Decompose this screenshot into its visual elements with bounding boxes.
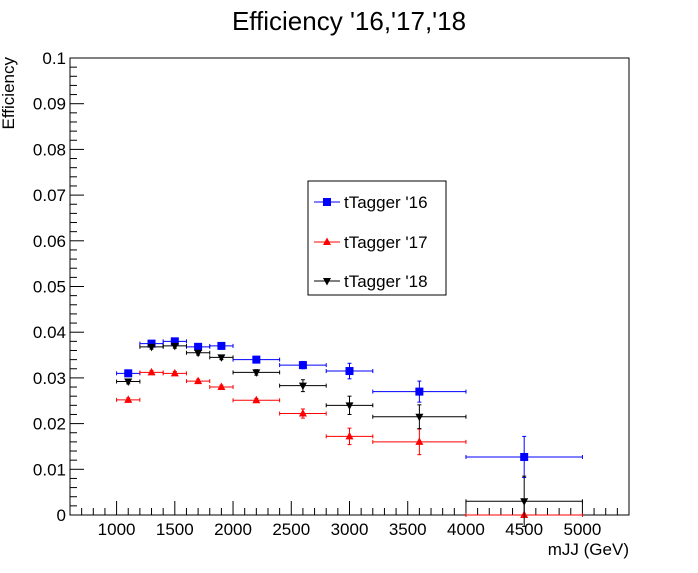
x-axis-ticks: 1000 1500 2000 2500 3000 3500 4000 4500 5000: [69, 501, 630, 539]
data-point: [279, 408, 327, 419]
x-tick-label: 5000: [564, 520, 602, 539]
data-series: [116, 337, 583, 527]
y-tick-label: 0.04: [33, 323, 66, 342]
legend-label: tTagger '16: [344, 193, 428, 212]
series-3: [116, 342, 583, 527]
data-marker: [298, 382, 307, 391]
data-marker: [147, 339, 156, 348]
data-marker: [124, 369, 133, 378]
data-point: [279, 360, 327, 370]
data-point: [232, 395, 281, 404]
data-marker: [252, 395, 261, 404]
x-tick-label: 1000: [98, 520, 136, 539]
legend-marker: [323, 278, 331, 286]
data-marker: [194, 349, 203, 358]
data-marker: [252, 355, 261, 364]
legend: tTagger '16 tTagger '17 tTagger '18: [307, 180, 447, 296]
data-marker: [345, 431, 354, 440]
y-axis-label: Efficiency: [0, 57, 18, 130]
y-tick-label: 0.09: [33, 95, 66, 114]
legend-entry: tTagger '18: [314, 272, 428, 291]
series-2: [116, 367, 583, 518]
data-point: [372, 380, 467, 403]
legend-label: tTagger '17: [344, 233, 428, 252]
y-tick-label: 0.02: [33, 415, 66, 434]
x-tick-label: 4500: [505, 520, 543, 539]
data-point: [162, 368, 187, 377]
data-point: [116, 378, 141, 387]
y-axis-ticks: 0 0.01 0.02 0.03 0.04 0.05 0.06 0.07 0.08 0.09 0.1: [33, 49, 84, 525]
data-marker: [345, 402, 354, 410]
data-point: [209, 341, 234, 350]
data-marker: [170, 342, 179, 351]
data-marker: [217, 382, 226, 391]
data-marker: [147, 367, 156, 376]
data-marker: [217, 354, 226, 362]
data-marker: [170, 368, 179, 377]
x-tick-label: 1500: [156, 520, 194, 539]
legend-marker: [323, 237, 331, 245]
data-marker: [194, 376, 203, 385]
data-marker: [345, 367, 354, 376]
data-point: [325, 427, 374, 446]
x-axis-label: mJJ (GeV): [548, 540, 629, 559]
data-marker: [217, 341, 226, 350]
data-point: [139, 343, 164, 352]
legend-entry: tTagger '17: [314, 233, 428, 252]
y-tick-label: 0.07: [33, 186, 66, 205]
data-marker: [298, 409, 307, 417]
y-tick-label: 0.01: [33, 460, 66, 479]
data-point: [209, 382, 234, 391]
data-point: [325, 395, 374, 415]
data-marker: [298, 361, 307, 370]
y-tick-label: 0.03: [33, 369, 66, 388]
legend-marker: [323, 198, 331, 206]
data-marker: [252, 369, 261, 377]
data-point: [465, 475, 583, 527]
data-marker: [194, 342, 203, 351]
y-tick-label: 0.1: [42, 49, 66, 68]
data-point: [139, 367, 164, 376]
data-marker: [124, 378, 133, 387]
data-marker: [520, 498, 529, 506]
data-marker: [170, 337, 179, 346]
data-point: [325, 362, 374, 380]
y-tick-label: 0.05: [33, 278, 66, 297]
data-point: [279, 379, 327, 393]
legend-entry: tTagger '16: [314, 193, 428, 212]
y-tick-label: 0.08: [33, 140, 66, 159]
data-marker: [147, 343, 156, 352]
chart-title: Efficiency '16,'17,'18: [232, 6, 466, 36]
data-point: [116, 395, 141, 403]
data-point: [185, 349, 211, 358]
data-marker: [124, 395, 133, 403]
data-point: [372, 404, 467, 430]
x-tick-label: 4000: [447, 520, 485, 539]
x-tick-label: 3500: [389, 520, 427, 539]
x-tick-label: 2500: [272, 520, 310, 539]
x-tick-label: 3000: [331, 520, 369, 539]
data-marker: [415, 387, 424, 396]
data-point: [185, 376, 211, 385]
data-marker: [520, 452, 529, 461]
legend-label: tTagger '18: [344, 272, 428, 291]
data-point: [162, 342, 187, 351]
data-point: [209, 354, 234, 362]
data-point: [465, 435, 583, 479]
y-tick-label: 0: [57, 506, 66, 525]
y-tick-label: 0.06: [33, 232, 66, 251]
data-marker: [415, 437, 424, 445]
data-point: [232, 369, 281, 377]
x-tick-label: 2000: [214, 520, 252, 539]
data-marker: [415, 413, 424, 422]
